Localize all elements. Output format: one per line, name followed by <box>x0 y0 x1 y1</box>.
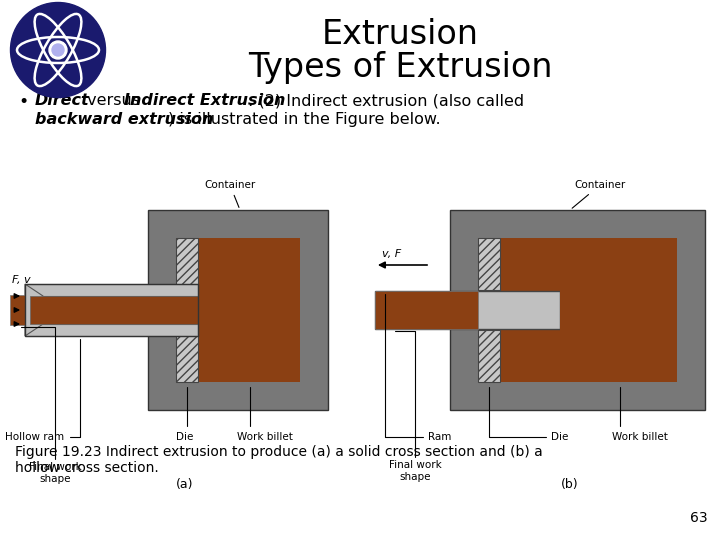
Text: Work billet: Work billet <box>237 387 293 442</box>
FancyBboxPatch shape <box>148 210 328 410</box>
Text: : (2) Indirect extrusion (also called: : (2) Indirect extrusion (also called <box>248 93 524 108</box>
Text: F, v: F, v <box>12 275 31 285</box>
Text: Direct: Direct <box>35 93 89 108</box>
FancyBboxPatch shape <box>10 295 25 325</box>
Polygon shape <box>25 284 43 336</box>
FancyBboxPatch shape <box>25 284 198 296</box>
Circle shape <box>49 41 67 59</box>
Text: Indirect Extrusion: Indirect Extrusion <box>124 93 285 108</box>
FancyBboxPatch shape <box>176 238 198 294</box>
FancyBboxPatch shape <box>478 238 677 382</box>
Text: Types of Extrusion: Types of Extrusion <box>248 51 552 84</box>
Text: Die: Die <box>489 387 569 442</box>
FancyBboxPatch shape <box>375 291 478 329</box>
Text: Final work
shape: Final work shape <box>29 462 81 484</box>
FancyBboxPatch shape <box>30 296 198 324</box>
Text: versus: versus <box>82 93 145 108</box>
Circle shape <box>52 44 64 56</box>
FancyBboxPatch shape <box>450 210 705 410</box>
Text: backward extrusion: backward extrusion <box>35 112 213 127</box>
Text: Ram: Ram <box>385 294 451 442</box>
Text: Work billet: Work billet <box>612 387 668 442</box>
FancyBboxPatch shape <box>478 330 500 382</box>
Ellipse shape <box>11 3 106 98</box>
Text: Container: Container <box>204 180 256 207</box>
FancyBboxPatch shape <box>560 238 677 382</box>
Text: Extrusion: Extrusion <box>322 18 479 51</box>
FancyBboxPatch shape <box>176 238 300 382</box>
Text: (b): (b) <box>561 478 579 491</box>
Text: 63: 63 <box>690 511 708 525</box>
Text: Container: Container <box>572 180 626 208</box>
Text: Figure 19.23 Indirect extrusion to produce (a) a solid cross section and (b) a
h: Figure 19.23 Indirect extrusion to produ… <box>15 445 543 475</box>
FancyBboxPatch shape <box>176 326 198 382</box>
Text: v, F: v, F <box>382 249 401 259</box>
Text: ) is illustrated in the Figure below.: ) is illustrated in the Figure below. <box>168 112 441 127</box>
Text: (a): (a) <box>176 478 194 491</box>
Text: Final work
shape: Final work shape <box>389 460 441 482</box>
FancyBboxPatch shape <box>375 291 560 329</box>
FancyBboxPatch shape <box>25 324 198 336</box>
FancyBboxPatch shape <box>478 238 500 290</box>
Text: •: • <box>18 93 28 111</box>
Text: Hollow ram: Hollow ram <box>6 339 80 442</box>
Text: Die: Die <box>176 387 194 442</box>
